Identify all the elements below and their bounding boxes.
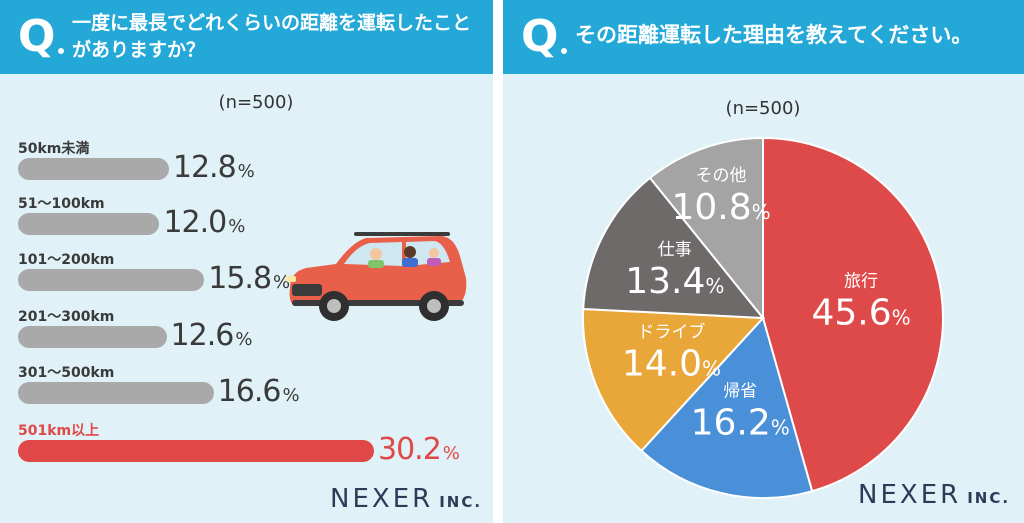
pie-slice-label: ドライブ xyxy=(637,322,705,343)
pie-value-label: 16.2% xyxy=(691,402,790,443)
question-header: Q 一度に最長でどれくらいの距離を運転したことがありますか？ xyxy=(0,0,493,74)
bar xyxy=(18,440,374,462)
question-text: その距離運転した理由を教えてください。 xyxy=(575,23,973,47)
bar-category-label: 50km未満 xyxy=(18,141,90,157)
bar-category-label: 301〜500km xyxy=(18,365,115,381)
pie-slice-label: 仕事 xyxy=(658,240,692,260)
bar xyxy=(18,158,169,180)
pie-slice xyxy=(582,176,766,320)
bar-value-label: 15.8% xyxy=(208,261,290,296)
bar-value-label: 16.6% xyxy=(217,374,300,409)
pie-value-label: 10.8% xyxy=(671,187,770,228)
bar xyxy=(18,382,214,404)
bar-value-label: 30.2% xyxy=(378,432,460,467)
pie-value-label: 45.6% xyxy=(811,292,910,333)
q-mark-icon: Q xyxy=(18,8,64,66)
bar xyxy=(18,213,160,235)
question-header: Q その距離運転した理由を教えてください。 xyxy=(503,0,1024,74)
pie-slice xyxy=(762,136,944,493)
bar-category-label: 201〜300km xyxy=(18,309,115,325)
pie-slice xyxy=(582,307,766,453)
pie-slice-label: 旅行 xyxy=(844,271,878,291)
pie-value-label: 13.4% xyxy=(625,261,724,302)
brand-logo: NEXER INC. xyxy=(858,480,1011,510)
left-panel: Q 一度に最長でどれくらいの距離を運転したことがありますか？ (n=500) 5… xyxy=(0,0,493,523)
question-text: 一度に最長でどれくらいの距離を運転したことがありますか？ xyxy=(72,12,472,61)
q-mark-icon: Q xyxy=(521,8,567,66)
pie-slice xyxy=(648,136,764,321)
pie-value-label: 14.0% xyxy=(622,344,721,385)
car-illustration xyxy=(286,232,467,321)
bar-value-label: 12.6% xyxy=(170,318,253,353)
bar-category-label: 51〜100km xyxy=(18,196,105,212)
pie-slice-label: その他 xyxy=(696,166,747,186)
bar-category-label: 101〜200km xyxy=(18,252,115,268)
bar-value-label: 12.0% xyxy=(163,205,245,240)
pie-slice-label: 帰省 xyxy=(723,381,757,401)
right-panel: Q その距離運転した理由を教えてください。 (n=500) 旅行 45.6% 帰省 1… xyxy=(503,0,1024,523)
bar xyxy=(18,269,205,291)
bar xyxy=(18,326,167,348)
sample-size: (n=500) xyxy=(725,98,801,119)
pie-slice xyxy=(640,316,814,499)
sample-size: (n=500) xyxy=(218,92,294,113)
bar-value-label: 12.8% xyxy=(172,150,255,185)
bar-category-label: 501km以上 xyxy=(18,423,100,439)
brand-logo: NEXER INC. xyxy=(330,484,483,514)
